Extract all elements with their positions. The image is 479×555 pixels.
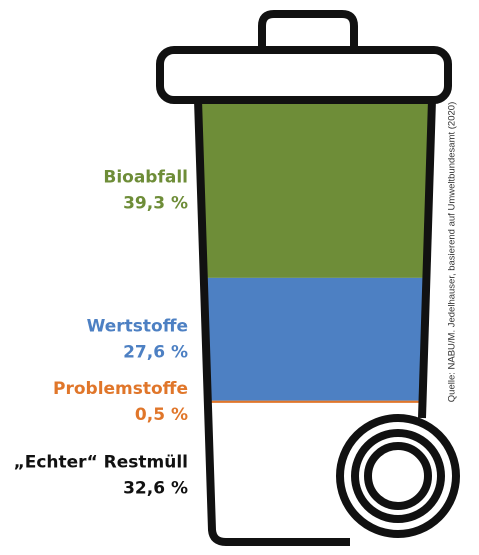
- series-name: Wertstoffe: [87, 316, 188, 336]
- value-label: 39,3 %: [123, 193, 188, 213]
- bin-lid: [160, 50, 448, 100]
- value-label: 0,5 %: [135, 405, 188, 425]
- series-name: Problemstoffe: [53, 379, 188, 399]
- segment: [190, 103, 440, 278]
- source: Quelle: NABU/M. Jedelhauser, basierend a…: [447, 102, 458, 402]
- segment: [190, 278, 440, 401]
- chart: Quelle: NABU/M. Jedelhauser, basierend a…: [0, 0, 479, 555]
- bin-handle: [262, 14, 354, 50]
- series-name: „Echter“ Restmüll: [14, 452, 188, 472]
- segment: [190, 401, 440, 403]
- value-label: 32,6 %: [123, 478, 188, 498]
- series-name: Bioabfall: [103, 167, 188, 187]
- value-label: 27,6 %: [123, 342, 188, 362]
